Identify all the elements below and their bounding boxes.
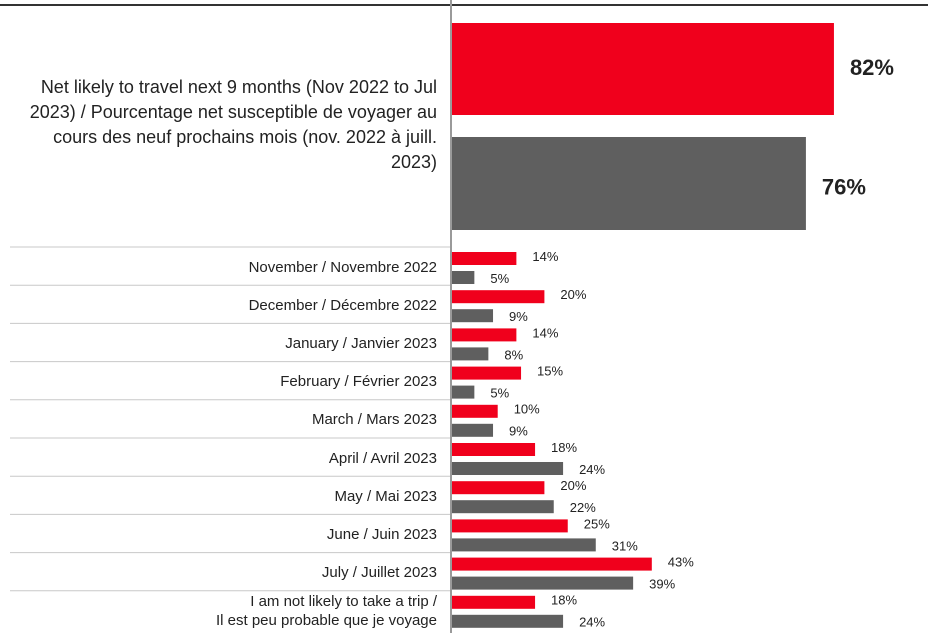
bar xyxy=(451,557,652,571)
bar xyxy=(451,614,564,628)
category-label: March / Mars 2023 xyxy=(311,411,437,429)
category-label: November / Novembre 2022 xyxy=(248,258,437,276)
bar xyxy=(451,290,545,304)
value-label: 24% xyxy=(579,615,605,630)
bar xyxy=(451,595,536,609)
value-label: 20% xyxy=(560,287,586,302)
value-label: 82% xyxy=(850,55,894,80)
bar xyxy=(451,309,494,323)
value-label: 14% xyxy=(532,325,558,340)
bar xyxy=(451,519,568,533)
bar xyxy=(451,271,475,284)
category-label: Net likely to travel next 9 months (Nov … xyxy=(29,77,437,172)
bar xyxy=(451,252,517,265)
bar xyxy=(451,366,522,380)
value-label: 31% xyxy=(612,538,638,553)
bar xyxy=(451,500,554,514)
category-label: I am not likely to take a trip / Il est … xyxy=(216,592,437,629)
value-label: 20% xyxy=(560,478,586,493)
bar xyxy=(451,23,834,115)
value-label: 10% xyxy=(514,402,540,417)
bar xyxy=(451,538,596,552)
value-label: 5% xyxy=(490,386,509,401)
bar xyxy=(451,385,475,399)
category-label: December / Décembre 2022 xyxy=(248,296,437,314)
value-label: 22% xyxy=(570,500,596,515)
bar xyxy=(451,443,536,456)
bar xyxy=(451,328,517,342)
value-label: 15% xyxy=(537,364,563,379)
value-label: 39% xyxy=(649,577,675,592)
bar xyxy=(451,423,494,437)
value-label: 5% xyxy=(490,271,509,286)
category-label: January / Janvier 2023 xyxy=(285,334,437,352)
category-label: February / Février 2023 xyxy=(280,373,437,391)
value-label: 9% xyxy=(509,309,528,324)
value-label: 76% xyxy=(822,174,866,199)
value-label: 8% xyxy=(504,347,523,362)
category-label: May / Mai 2023 xyxy=(334,487,437,505)
value-label: 18% xyxy=(551,593,577,608)
category-label: April / Avril 2023 xyxy=(328,449,437,467)
bar xyxy=(451,462,564,475)
value-label: 43% xyxy=(668,555,694,570)
value-label: 14% xyxy=(532,249,558,264)
value-label: 9% xyxy=(509,424,528,439)
bar xyxy=(451,137,806,230)
value-label: 24% xyxy=(579,462,605,477)
bar xyxy=(451,404,498,418)
value-label: 18% xyxy=(551,440,577,455)
bar xyxy=(451,576,634,590)
category-label: July / Juillet 2023 xyxy=(321,564,437,582)
bar xyxy=(451,481,545,495)
category-label: June / Juin 2023 xyxy=(326,525,437,543)
bar xyxy=(451,347,489,361)
value-label: 25% xyxy=(584,516,610,531)
